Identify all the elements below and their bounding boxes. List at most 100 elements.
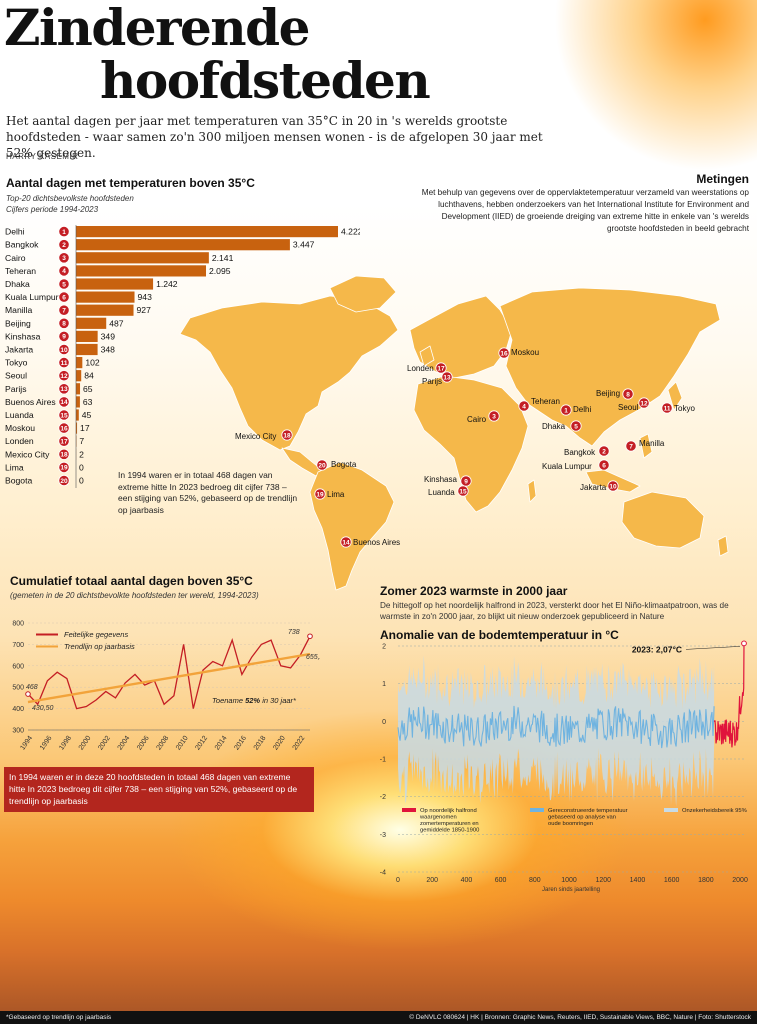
bar-value-label: 0 bbox=[79, 476, 84, 486]
bar-value-label: 927 bbox=[137, 305, 152, 315]
legend-entry: Gereconstrueerde temperatuur gebaseerd op… bbox=[548, 808, 628, 827]
bar bbox=[76, 409, 79, 421]
y-tick-label: 800 bbox=[12, 621, 24, 628]
y-tick-label: -3 bbox=[380, 832, 386, 839]
x-tick-label: 600 bbox=[495, 877, 507, 884]
map-city-marker bbox=[570, 420, 582, 432]
legend-entry-line: oude boomringen bbox=[548, 821, 593, 827]
bar-rank-badge bbox=[58, 474, 70, 487]
annotation-start-actual: 468 bbox=[26, 684, 38, 691]
map-city-marker bbox=[598, 445, 610, 457]
y-tick-label: 1 bbox=[382, 681, 386, 688]
y-tick-label: -2 bbox=[380, 794, 386, 801]
bar-rank-badge bbox=[58, 357, 70, 369]
bar-rank-badge bbox=[58, 448, 70, 460]
bar-rank-badge bbox=[58, 226, 70, 238]
x-tick-label: 2014 bbox=[214, 735, 229, 752]
bar-rank-badge bbox=[58, 409, 70, 421]
map-city-rank: 12 bbox=[640, 400, 648, 407]
metingen-text: Met behulp van gegevens over de oppervla… bbox=[421, 188, 749, 233]
map-city-label: Manilla bbox=[639, 439, 665, 448]
map-city-label: Luanda bbox=[428, 488, 455, 497]
y-tick-label: 300 bbox=[12, 728, 24, 735]
author-byline: HARRY KASEMIR bbox=[6, 152, 79, 161]
annotation-end-trend: 655,25 bbox=[306, 654, 320, 661]
bar-chart-title: Aantal dagen met temperaturen boven 35°C bbox=[6, 176, 255, 190]
x-tick-label: 2006 bbox=[136, 735, 151, 752]
bar-value-label: 0 bbox=[79, 462, 84, 472]
map-city-rank: 8 bbox=[626, 391, 630, 398]
map-city-rank: 7 bbox=[629, 443, 633, 450]
map-city-rank: 2 bbox=[602, 448, 606, 455]
map-city-marker bbox=[598, 459, 610, 471]
map-australia bbox=[621, 491, 705, 549]
bar-chart-subtitle: Top-20 dichtsbevolkste hoofdsteden bbox=[6, 194, 134, 203]
series-point bbox=[25, 691, 31, 697]
bar-rank-number: 20 bbox=[60, 478, 68, 485]
bar-rank-number: 13 bbox=[60, 386, 68, 393]
map-city-label: Kinshasa bbox=[424, 475, 457, 484]
x-tick-label: 2020 bbox=[272, 735, 287, 752]
bar bbox=[76, 422, 78, 434]
bar bbox=[76, 252, 209, 264]
x-tick-label: 1800 bbox=[698, 877, 714, 884]
map-uk bbox=[419, 345, 435, 367]
map-city-label: Bangkok bbox=[564, 448, 596, 457]
bar-value-label: 65 bbox=[83, 384, 93, 394]
bar-value-label: 1.242 bbox=[156, 279, 178, 289]
bar-rank-number: 12 bbox=[60, 373, 68, 380]
map-city-marker bbox=[560, 404, 572, 416]
bar-value-label: 2.141 bbox=[212, 253, 234, 263]
legend-entry: Trendlijn op jaarbasis bbox=[64, 642, 135, 651]
cumulative-chart-title: Cumulatief totaal aantal dagen boven 35°… bbox=[10, 574, 253, 588]
bar-rank-number: 4 bbox=[62, 268, 66, 275]
bar-rank-number: 9 bbox=[62, 334, 66, 341]
map-city-rank: 20 bbox=[318, 462, 326, 469]
map-city-marker bbox=[625, 440, 637, 452]
map-city-markers: 1 Delhi 2 Bangkok 3 Cairo 4 Teheran 5 Dhaka 6 Kuala… bbox=[235, 347, 695, 548]
bar-value-label: 2.095 bbox=[209, 266, 231, 276]
bar-rank-badge bbox=[58, 435, 70, 447]
bar-category-label: Seoul bbox=[5, 371, 27, 381]
bar-category-label: Delhi bbox=[5, 227, 25, 237]
map-city-rank: 15 bbox=[459, 488, 467, 495]
bar-rank-number: 5 bbox=[62, 281, 66, 288]
map-land bbox=[179, 275, 729, 591]
map-city-rank: 1 bbox=[564, 407, 568, 414]
series-point bbox=[307, 633, 313, 640]
x-tick-label: 400 bbox=[461, 877, 473, 884]
bar bbox=[76, 226, 338, 238]
map-city-marker bbox=[340, 536, 352, 548]
bar-category-label: Tokyo bbox=[5, 358, 28, 368]
note-1994: In 1994 waren er in totaal 468 dagen van… bbox=[118, 470, 298, 515]
map-city-marker bbox=[316, 459, 328, 471]
x-tick-label: 2000 bbox=[732, 877, 748, 884]
map-city-marker bbox=[281, 429, 293, 441]
x-tick-label: 2012 bbox=[194, 735, 209, 752]
bar bbox=[76, 357, 83, 369]
legend-entry-line: waargenomen bbox=[419, 815, 457, 821]
bar-category-label: Beijing bbox=[5, 318, 31, 328]
x-tick-label: 2008 bbox=[156, 735, 171, 752]
x-tick-label: 200 bbox=[426, 877, 438, 884]
bar-category-label: Jakarta bbox=[5, 345, 33, 355]
x-tick-label: 800 bbox=[529, 877, 541, 884]
map-city-label: Lima bbox=[327, 490, 345, 499]
map-city-label: Cairo bbox=[467, 415, 487, 424]
map-city-label: Dhaka bbox=[542, 422, 566, 431]
bar-rank-badge bbox=[58, 291, 70, 303]
metingen-title: Metingen bbox=[696, 172, 749, 186]
x-tick-label: 2010 bbox=[175, 735, 190, 752]
map-city-rank: 6 bbox=[602, 462, 606, 469]
x-tick-label: 1998 bbox=[58, 735, 73, 752]
cumulative-line-chart: 300 400 500 600 700 800 1994 1996 1998 2000 2002 20… bbox=[12, 621, 320, 752]
legend-entry-line: Onzekerheidsbereik 95% bbox=[682, 808, 747, 814]
bar-rank-number: 8 bbox=[62, 321, 66, 328]
bar-category-label: Manilla bbox=[5, 305, 32, 315]
x-axis-label: Jaren sinds jaartelling bbox=[542, 887, 600, 893]
map-city-label: Teheran bbox=[531, 397, 560, 406]
bar-category-label: Bogota bbox=[5, 476, 32, 486]
y-tick-label: 600 bbox=[12, 663, 24, 670]
bar bbox=[76, 370, 82, 382]
map-city-label: Delhi bbox=[573, 405, 591, 414]
